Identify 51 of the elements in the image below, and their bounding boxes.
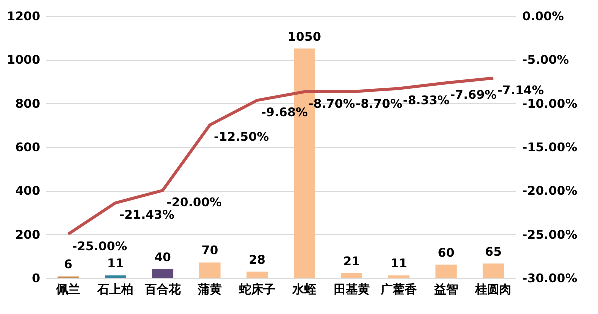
data-label: -25.00% bbox=[72, 239, 128, 254]
data-label: -7.14% bbox=[498, 83, 544, 98]
x-tick-label: 桂圆肉 bbox=[474, 282, 512, 296]
bar bbox=[200, 262, 221, 278]
data-label: 1050 bbox=[288, 30, 322, 44]
x-tick-label: 田基黄 bbox=[334, 282, 370, 296]
data-label: 11 bbox=[390, 256, 408, 271]
x-tick-label: 蒲黄 bbox=[197, 282, 222, 296]
data-label: 21 bbox=[344, 254, 360, 268]
data-label: 40 bbox=[154, 250, 172, 264]
data-label: 6 bbox=[64, 258, 73, 272]
y2-tick-label: -25.00% bbox=[522, 228, 578, 242]
data-label: -21.43% bbox=[120, 208, 175, 222]
y-tick-label: 200 bbox=[15, 228, 40, 242]
data-label: -8.70% bbox=[356, 96, 402, 111]
data-label: 11 bbox=[107, 256, 124, 271]
data-label: 60 bbox=[438, 246, 455, 260]
bar bbox=[246, 272, 268, 278]
data-label: -7.69% bbox=[450, 88, 497, 102]
data-label: -12.50% bbox=[214, 130, 270, 144]
y-tick-label: 600 bbox=[15, 140, 40, 154]
x-tick-label: 石上柏 bbox=[96, 282, 134, 296]
y-tick-label: 400 bbox=[15, 184, 40, 198]
data-label: -20.00% bbox=[166, 196, 222, 210]
x-tick-label: 广藿香 bbox=[380, 282, 418, 296]
data-label: -9.68% bbox=[261, 106, 308, 120]
y2-tick-label: -30.00% bbox=[522, 272, 578, 286]
y2-tick-label: -20.00% bbox=[522, 184, 578, 198]
y-tick-label: 1200 bbox=[7, 10, 40, 24]
data-label: 70 bbox=[202, 244, 218, 258]
y-tick-label: 1000 bbox=[7, 53, 40, 68]
bar bbox=[482, 264, 504, 278]
x-tick-label: 蛇床子 bbox=[238, 282, 276, 296]
x-tick-label: 佩兰 bbox=[55, 282, 80, 296]
y-tick-label: 800 bbox=[15, 96, 40, 111]
x-tick-label: 益智 bbox=[433, 282, 458, 296]
data-label: 28 bbox=[249, 252, 266, 267]
bar bbox=[436, 264, 457, 278]
line-series bbox=[66, 76, 496, 236]
bar bbox=[341, 273, 362, 278]
x-tick-label: 水蛭 bbox=[292, 282, 317, 296]
data-label: -8.33% bbox=[403, 94, 450, 108]
y2-tick-label: -5.00% bbox=[522, 53, 570, 68]
y2-tick-label: 0.00% bbox=[522, 10, 564, 24]
data-label: -8.70% bbox=[308, 96, 356, 111]
data-label: 65 bbox=[485, 244, 502, 259]
x-tick-label: 百合花 bbox=[144, 282, 182, 296]
y2-tick-label: -10.00% bbox=[522, 96, 578, 111]
y-tick-label: 0 bbox=[32, 272, 40, 286]
bar bbox=[152, 269, 174, 278]
y2-tick-label: -15.00% bbox=[522, 140, 578, 154]
